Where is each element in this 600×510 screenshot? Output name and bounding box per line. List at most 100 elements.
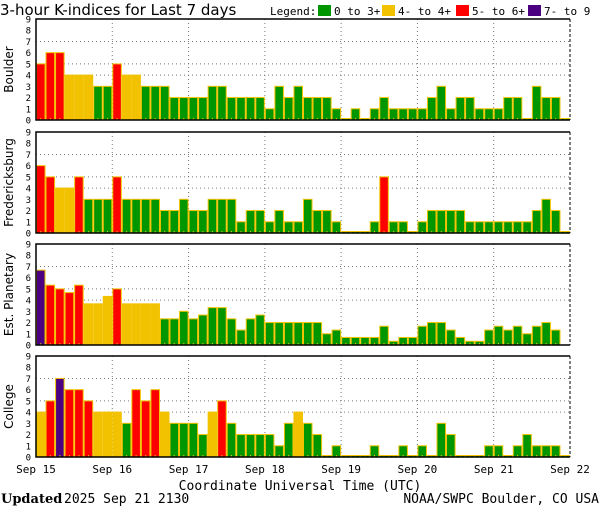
bar xyxy=(312,97,323,121)
bar xyxy=(150,198,160,234)
bar xyxy=(159,318,170,346)
bar xyxy=(131,74,141,121)
bar-tick xyxy=(49,231,51,233)
bar-tick xyxy=(555,231,557,233)
x-tick-label: Sep 15 xyxy=(16,463,56,476)
bar-tick xyxy=(459,231,461,233)
bar xyxy=(541,322,551,346)
bar xyxy=(455,97,466,121)
bar-tick xyxy=(173,455,175,457)
bar-tick xyxy=(116,118,118,120)
bar-tick xyxy=(107,455,109,457)
bar-tick xyxy=(326,118,328,120)
bar xyxy=(531,85,542,121)
bar-tick xyxy=(116,231,118,233)
bar-tick xyxy=(497,118,499,120)
y-tick-label: 8 xyxy=(26,252,31,262)
bar xyxy=(303,198,313,234)
bar-tick xyxy=(364,118,366,120)
bar-tick xyxy=(469,118,471,120)
bar-tick xyxy=(288,118,290,120)
bar xyxy=(207,198,218,234)
bar-tick xyxy=(326,455,328,457)
bar-tick xyxy=(230,118,232,120)
bar-tick xyxy=(393,118,395,120)
bar-tick xyxy=(459,343,461,345)
bar xyxy=(512,97,523,121)
bar xyxy=(93,85,103,121)
y-tick-label: 7 xyxy=(26,38,31,48)
y-tick-label: 5 xyxy=(26,285,31,295)
bar xyxy=(179,422,189,458)
bar-tick xyxy=(116,455,118,457)
bar-tick xyxy=(278,455,280,457)
bar-tick xyxy=(126,231,128,233)
bar xyxy=(112,288,122,346)
bar xyxy=(188,210,199,234)
y-tick-label: 7 xyxy=(26,263,31,273)
bar-tick xyxy=(192,455,194,457)
bar-tick xyxy=(154,118,156,120)
plot-frame xyxy=(35,243,570,346)
y-tick-label: 8 xyxy=(26,364,31,374)
credit-text: NOAA/SWPC Boulder, CO USA xyxy=(403,492,599,507)
bar xyxy=(226,318,237,346)
bar-tick xyxy=(97,231,99,233)
updated-value: 2025 Sep 21 2130 xyxy=(64,492,189,507)
bar xyxy=(255,434,265,458)
bar-tick xyxy=(517,455,519,457)
bar-tick xyxy=(450,231,452,233)
y-tick-label: 5 xyxy=(26,397,31,407)
bar-tick xyxy=(221,343,223,345)
bar-tick xyxy=(307,231,309,233)
bar xyxy=(179,97,189,121)
bar xyxy=(83,74,94,121)
bar-tick xyxy=(326,343,328,345)
bar-tick xyxy=(507,343,509,345)
bar-tick xyxy=(87,343,89,345)
bar-tick xyxy=(478,455,480,457)
bar-tick xyxy=(507,118,509,120)
bar xyxy=(446,329,456,346)
bar xyxy=(436,85,447,121)
bar-tick xyxy=(40,343,42,345)
legend-swatch xyxy=(528,5,541,16)
bar-tick xyxy=(402,343,404,345)
legend-entry: 4- to 4+ xyxy=(398,5,451,18)
bar-tick xyxy=(412,343,414,345)
bar xyxy=(217,198,227,234)
bar-tick xyxy=(316,231,318,233)
bar xyxy=(303,97,313,121)
bar-tick xyxy=(459,455,461,457)
bar xyxy=(264,434,275,458)
bar xyxy=(522,434,532,458)
bar xyxy=(417,325,427,346)
bar xyxy=(83,400,94,458)
bar-tick xyxy=(364,455,366,457)
y-tick-label: 8 xyxy=(26,27,31,37)
bar-tick xyxy=(450,118,452,120)
bar-tick xyxy=(412,231,414,233)
bar-tick xyxy=(545,455,547,457)
bar-tick xyxy=(393,343,395,345)
bar xyxy=(217,400,227,458)
x-tick-label: Sep 17 xyxy=(169,463,209,476)
bar xyxy=(112,176,122,234)
bar-tick xyxy=(345,231,347,233)
bar xyxy=(322,97,332,121)
bar xyxy=(121,303,132,346)
bar xyxy=(446,210,456,234)
bar-tick xyxy=(68,343,70,345)
bar-tick xyxy=(259,231,261,233)
bar xyxy=(55,288,65,346)
bar-tick xyxy=(49,455,51,457)
bar xyxy=(465,97,475,121)
bar-tick xyxy=(59,118,61,120)
bar-tick xyxy=(68,455,70,457)
bar-tick xyxy=(297,343,299,345)
bar-tick xyxy=(555,455,557,457)
bar xyxy=(112,411,122,458)
bar-tick xyxy=(49,343,51,345)
